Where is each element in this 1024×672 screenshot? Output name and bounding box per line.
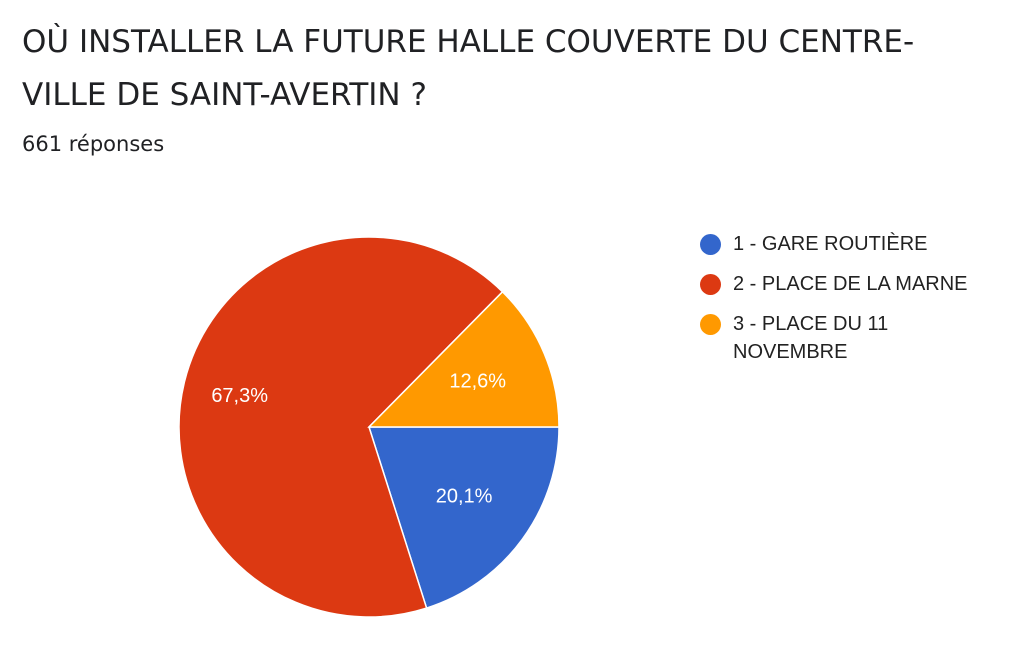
legend-label: 3 - PLACE DU 11 NOVEMBRE xyxy=(733,313,889,363)
slice-label-place-du-11-novembre: 12,6% xyxy=(449,371,506,393)
legend-label: 2 - PLACE DE LA MARNE xyxy=(733,273,968,295)
legend-item-place-du-11-novembre[interactable]: 3 - PLACE DU 11 NOVEMBRE xyxy=(700,310,933,366)
pie-slice-gare-routiere[interactable] xyxy=(367,426,560,610)
pie-chart: 20,1% 67,3% 12,6% xyxy=(178,236,560,618)
legend-swatch xyxy=(700,274,721,295)
legend-swatch xyxy=(700,314,721,335)
pie-slice-place-de-la-marne[interactable] xyxy=(178,236,504,618)
pie-labels: 20,1% 67,3% 12,6% xyxy=(211,371,506,508)
pie-slice-place-du-11-novembre[interactable] xyxy=(367,290,560,428)
legend-item-gare-routiere[interactable]: 1 - GARE ROUTIÈRE xyxy=(700,230,1020,258)
pie-slices xyxy=(178,236,560,618)
chart-title: OÙ INSTALLER LA FUTURE HALLE COUVERTE DU… xyxy=(22,24,915,113)
legend-swatch xyxy=(700,234,721,255)
legend-item-place-de-la-marne[interactable]: 2 - PLACE DE LA MARNE xyxy=(700,270,1020,298)
legend-label: 1 - GARE ROUTIÈRE xyxy=(733,233,928,255)
legend: 1 - GARE ROUTIÈRE 2 - PLACE DE LA MARNE … xyxy=(700,230,1020,378)
slice-label-place-de-la-marne: 67,3% xyxy=(211,385,268,407)
slice-label-gare-routiere: 20,1% xyxy=(436,486,493,508)
response-count: 661 réponses xyxy=(22,132,165,156)
